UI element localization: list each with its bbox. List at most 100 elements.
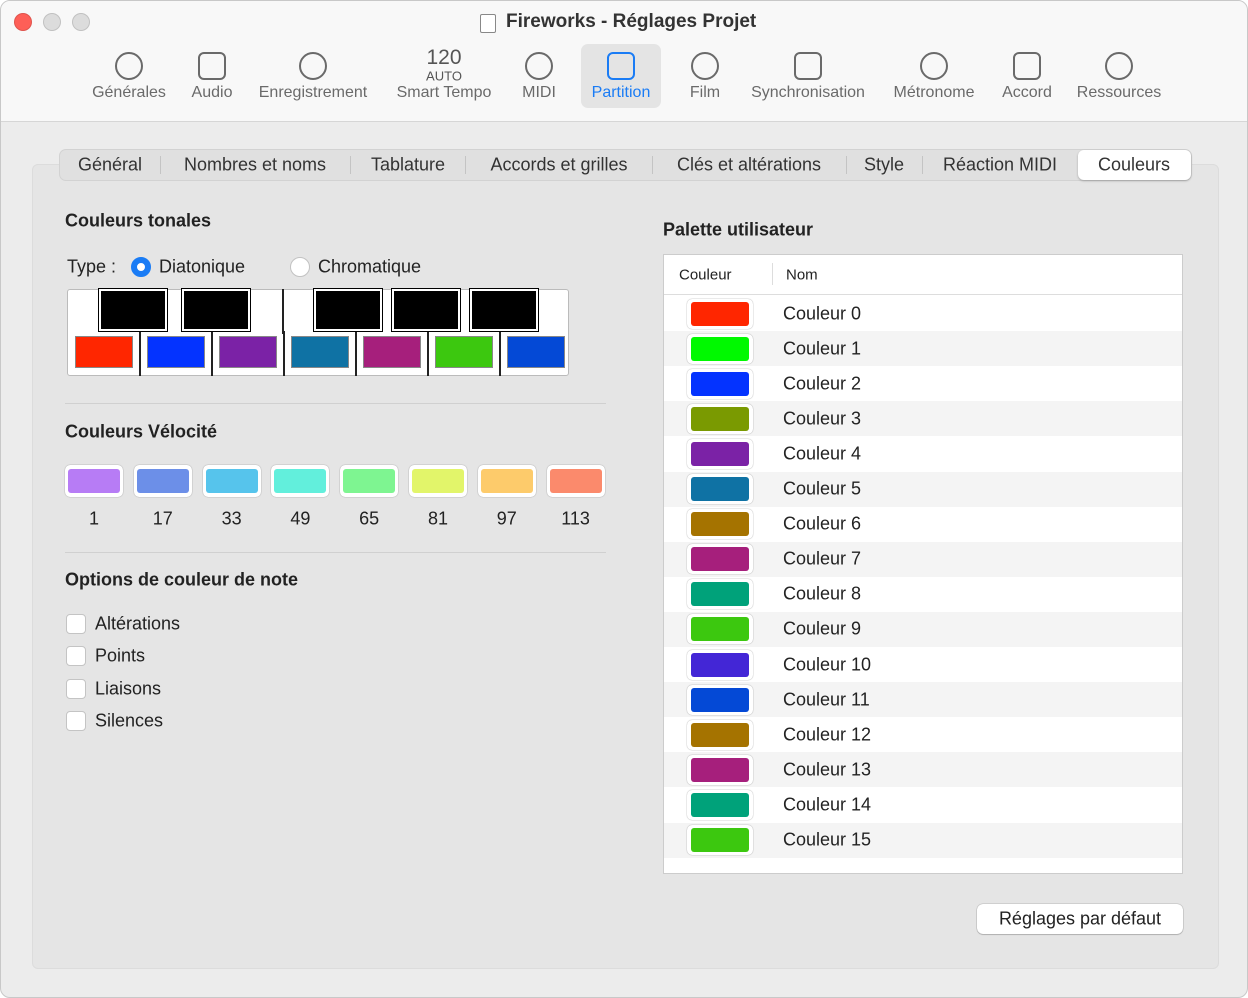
palette-name[interactable]: Couleur 11 [783,689,870,710]
key-divider [283,331,285,376]
toolbar-item[interactable]: Partition [591,84,651,101]
black-key [469,288,539,332]
checkbox[interactable] [66,646,86,667]
checkbox-label[interactable]: Points [95,645,146,666]
default-button[interactable] [977,904,1183,934]
palette-name[interactable]: Couleur 3 [783,408,862,429]
toolbar-item[interactable]: Audio [191,84,233,101]
key-color-swatch[interactable] [75,336,133,368]
toolbar-item[interactable]: Métronome [893,84,975,101]
button-label[interactable]: Réglages par défaut [998,908,1162,929]
palette-name[interactable]: Couleur 13 [783,759,872,780]
toolbar-item[interactable]: Accord [1002,84,1052,101]
tab[interactable]: Réaction MIDI [942,154,1058,175]
palette-name[interactable]: Couleur 7 [783,548,862,569]
table-header-line [664,294,1182,295]
velocity-label: 97 [496,508,517,529]
tab-separator [350,156,351,174]
tab[interactable]: Style [863,154,905,175]
toolbar-icon [299,52,327,80]
toolbar-icon [920,52,948,80]
velocity-color [68,469,120,493]
palette-name[interactable]: Couleur 12 [783,724,872,745]
palette-color [691,757,749,782]
palette-name[interactable]: Couleur 1 [783,338,862,359]
palette-name[interactable]: Couleur 14 [783,794,872,815]
toolbar-item[interactable]: Synchronisation [751,84,865,101]
checkbox[interactable] [66,614,86,634]
palette-name[interactable]: Couleur 8 [783,583,862,604]
toolbar-icon [1105,52,1133,80]
palette-color [691,617,749,642]
tab[interactable]: Tablature [370,154,446,175]
velocity-color [274,469,327,493]
toolbar-item[interactable]: Film [689,84,721,101]
palette-name[interactable]: Couleur 0 [783,303,862,323]
key-divider [355,331,357,376]
window-control[interactable] [72,13,90,31]
toolbar-icon [607,52,635,80]
key-color-swatch[interactable] [507,336,565,368]
palette-name[interactable]: Couleur 2 [783,373,862,394]
checkbox-label[interactable]: Silences [95,710,164,731]
toolbar-item[interactable]: Enregistrement [258,84,368,101]
window-control[interactable] [14,13,32,31]
velocity-color [205,469,258,493]
checkbox[interactable] [66,678,86,699]
velocity-label: 17 [152,508,173,529]
velocity-color [480,469,533,493]
tab-selected [1078,150,1191,180]
tab[interactable]: Nombres et noms [183,154,327,175]
tab[interactable]: Clés et altérations [676,154,822,175]
velocity-color [549,469,602,493]
tab[interactable]: Accords et grilles [490,154,628,175]
radio-button[interactable] [290,257,310,277]
black-key [313,288,383,332]
radio-button[interactable] [131,257,151,277]
window-control[interactable] [43,13,61,31]
divider [65,403,606,404]
palette-name[interactable]: Couleur 5 [783,478,862,499]
toolbar-item[interactable]: Générales [92,84,166,101]
velocity-color [343,469,396,493]
palette-color [691,792,749,817]
key-color-swatch[interactable] [219,336,277,368]
palette-name[interactable]: Couleur 10 [783,654,872,674]
palette-name[interactable]: Couleur 6 [783,513,862,534]
palette-color [691,828,749,852]
radio-label[interactable]: Chromatique [318,256,422,277]
checkbox[interactable] [66,710,86,731]
toolbar-item[interactable]: Smart Tempo [396,84,492,101]
tab[interactable]: Général [77,154,143,175]
velocity-color [136,469,189,493]
palette-color [691,687,749,712]
key-color-swatch[interactable] [363,336,421,368]
palette-color [691,722,749,747]
palette-name[interactable]: Couleur 15 [783,829,872,850]
toolbar-item[interactable]: MIDI [522,84,556,101]
palette-color [691,582,749,607]
palette-color [691,336,749,361]
checkbox-label[interactable]: Altérations [95,613,181,634]
key-color-swatch[interactable] [147,336,205,368]
palette-color [691,652,749,677]
tab[interactable]: Couleurs [1097,154,1171,175]
palette-color [691,441,749,466]
palette-name[interactable]: Couleur 4 [783,443,862,464]
radio-label[interactable]: Diatonique [159,256,246,277]
toolbar-item[interactable]: Ressources [1076,84,1162,101]
velocity-label: 1 [88,508,100,529]
palette-color [691,477,749,501]
table-header: Couleur [679,266,732,284]
key-color-swatch[interactable] [435,336,493,368]
black-key [98,288,168,332]
palette-color [691,547,749,572]
key-color-swatch[interactable] [291,336,349,368]
key-divider [499,331,501,376]
divider [65,552,606,553]
checkbox-label[interactable]: Liaisons [95,678,162,699]
palette-name[interactable]: Couleur 9 [783,618,862,639]
toolbar-selection [581,44,661,108]
velocity-label: 81 [427,508,449,529]
palette-color [691,512,749,537]
